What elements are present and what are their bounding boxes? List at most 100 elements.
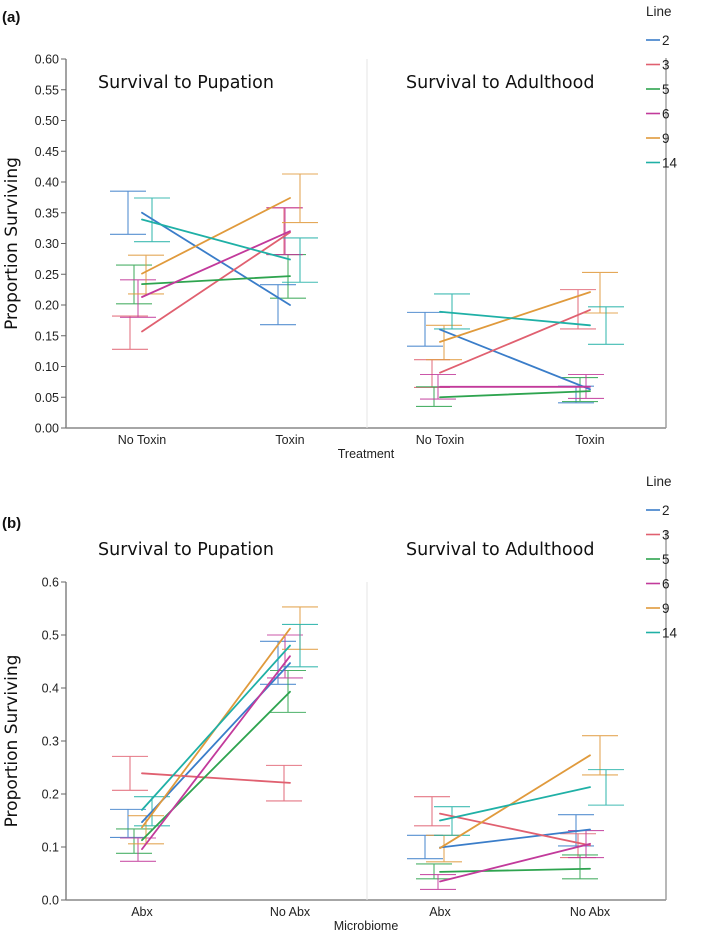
error-bar-line-3 xyxy=(112,755,148,791)
series-line-3 xyxy=(141,231,291,333)
legend-label: 14 xyxy=(662,626,678,641)
error-bar-line-2 xyxy=(407,311,443,347)
series-line-3 xyxy=(141,772,291,784)
y-tick-label: 0.40 xyxy=(35,176,59,190)
y-tick-label: 0.00 xyxy=(35,422,59,436)
series-line-2 xyxy=(439,328,591,391)
legend-title: Line xyxy=(646,4,672,19)
error-bar-line-3 xyxy=(112,315,148,350)
error-bar-line-6 xyxy=(120,279,156,318)
legend-item-3: 3 xyxy=(646,58,670,73)
error-bar-line-2 xyxy=(110,190,146,235)
error-bar-line-3 xyxy=(266,207,302,256)
subplot-title: Survival to Adulthood xyxy=(406,73,594,93)
subplot-adulthood: Survival to Adulthood No Toxin Toxin xyxy=(406,73,624,447)
x-tick-label: No Abx xyxy=(570,905,611,919)
series-line-5 xyxy=(439,867,591,873)
series-line-14 xyxy=(141,644,291,811)
series-line-14 xyxy=(439,310,591,327)
legend-label: 3 xyxy=(662,528,670,543)
subplot-title: Survival to Pupation xyxy=(98,73,274,93)
y-tick-label: 0.20 xyxy=(35,299,59,313)
y-tick-label: 0.10 xyxy=(35,360,59,374)
x-axis-title: Treatment xyxy=(338,447,395,461)
error-bar-line-6 xyxy=(267,207,303,256)
x-axis-title: Microbiome xyxy=(334,919,399,933)
legend-label: 6 xyxy=(662,577,670,592)
error-bar-line-14 xyxy=(588,306,624,345)
error-bar-line-6 xyxy=(420,874,456,890)
legend-item-9: 9 xyxy=(646,601,670,616)
y-tick-label: 0.2 xyxy=(42,788,59,802)
error-bar-line-9 xyxy=(128,254,164,295)
error-bar-line-9 xyxy=(282,173,318,224)
legend: Line 2 3 5 6 9 14 xyxy=(646,474,678,641)
error-bar-line-5 xyxy=(562,377,598,403)
legend-item-3: 3 xyxy=(646,528,670,543)
legend-item-14: 14 xyxy=(646,626,678,641)
error-bar-line-14 xyxy=(588,769,624,806)
y-tick-label: 0.55 xyxy=(35,83,59,97)
error-bar-line-5 xyxy=(416,863,452,880)
series-line-9 xyxy=(439,291,591,343)
y-tick-label: 0.0 xyxy=(42,894,59,908)
series-line-5 xyxy=(141,690,291,842)
subplot-pupation: Survival to Pupation Abx No Abx xyxy=(98,540,318,919)
y-tick-label: 0.1 xyxy=(42,841,59,855)
y-tick-label: 0.3 xyxy=(42,735,59,749)
error-bar-line-9 xyxy=(426,834,462,863)
legend-item-6: 6 xyxy=(646,577,670,592)
y-tick-label: 0.30 xyxy=(35,237,59,251)
error-bar-line-2 xyxy=(407,834,443,860)
series-line-6 xyxy=(141,655,291,851)
series-line-3 xyxy=(439,309,591,374)
y-tick-label: 0.05 xyxy=(35,391,59,405)
legend-label: 14 xyxy=(662,156,678,171)
y-tick-label: 0.4 xyxy=(42,682,59,696)
panel-label: (b) xyxy=(2,515,21,532)
subplot-title: Survival to Pupation xyxy=(98,540,274,560)
series-line-6 xyxy=(141,230,291,298)
series-line-2 xyxy=(439,828,591,849)
y-tick-label: 0.5 xyxy=(42,629,59,643)
error-bar-line-3 xyxy=(414,796,450,827)
error-bar-line-9 xyxy=(582,271,618,314)
error-bar-line-6 xyxy=(120,837,156,862)
series-line-14 xyxy=(439,786,591,822)
y-tick-label: 0.6 xyxy=(42,576,59,590)
error-bar-line-5 xyxy=(116,828,152,854)
series-line-3 xyxy=(439,812,591,847)
legend-item-2: 2 xyxy=(646,503,670,518)
y-axis-title: Proportion Surviving xyxy=(2,157,22,330)
y-tick-label: 0.60 xyxy=(35,53,59,67)
error-bar-line-14 xyxy=(282,623,318,668)
y-tick-label: 0.45 xyxy=(35,145,59,159)
series-line-2 xyxy=(141,211,291,306)
x-tick-label: No Toxin xyxy=(416,433,464,447)
panel-a: (a) 0.00 0.05 0.10 0.15 0.20 0.25 0.30 0.35 0.40 0… xyxy=(2,4,678,461)
subplot-title: Survival to Adulthood xyxy=(406,540,594,560)
legend-label: 9 xyxy=(662,131,670,146)
series-line-5 xyxy=(141,275,291,285)
y-tick-label: 0.50 xyxy=(35,114,59,128)
series-line-5 xyxy=(439,390,591,399)
y-axis-title: Proportion Surviving xyxy=(2,655,22,828)
legend: Line 2 3 5 6 9 14 xyxy=(646,4,678,171)
panel-label: (a) xyxy=(2,9,20,26)
error-bar-line-9 xyxy=(582,735,618,776)
y-tick-label: 0.35 xyxy=(35,206,59,220)
legend-label: 5 xyxy=(662,552,670,567)
legend-item-5: 5 xyxy=(646,552,670,567)
series-line-9 xyxy=(141,197,291,275)
legend-label: 9 xyxy=(662,601,670,616)
legend-label: 5 xyxy=(662,82,670,97)
error-bar-line-14 xyxy=(434,806,470,836)
legend-label: 3 xyxy=(662,58,670,73)
legend-label: 2 xyxy=(662,33,670,48)
legend-item-5: 5 xyxy=(646,82,670,97)
legend-item-9: 9 xyxy=(646,131,670,146)
x-tick-label: No Toxin xyxy=(118,433,166,447)
error-bar-line-5 xyxy=(562,854,598,880)
error-bar-line-9 xyxy=(128,815,164,845)
